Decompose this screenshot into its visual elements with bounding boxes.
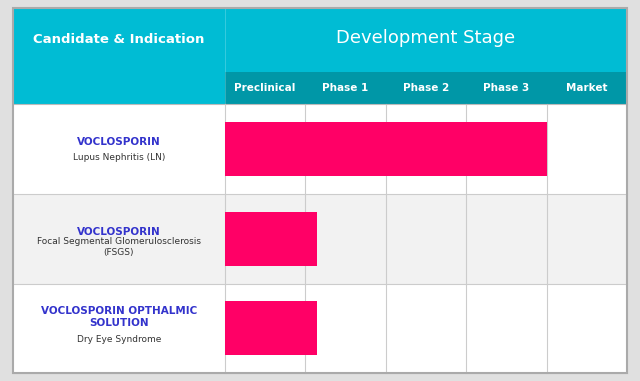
Bar <box>225 72 627 104</box>
Text: Market: Market <box>566 83 608 93</box>
Text: Lupus Nephritis (LN): Lupus Nephritis (LN) <box>72 153 165 162</box>
Bar <box>13 104 627 194</box>
Bar <box>13 194 627 283</box>
Text: Dry Eye Syndrome: Dry Eye Syndrome <box>77 335 161 344</box>
Text: VOCLOSPORIN: VOCLOSPORIN <box>77 227 161 237</box>
Text: Phase 2: Phase 2 <box>403 83 449 93</box>
Bar <box>225 301 317 355</box>
Text: Development Stage: Development Stage <box>337 29 516 47</box>
Bar <box>225 211 317 266</box>
Text: Candidate & Indication: Candidate & Indication <box>33 33 204 46</box>
Bar <box>13 283 627 373</box>
Text: VOCLOSPORIN OPTHALMIC
SOLUTION: VOCLOSPORIN OPTHALMIC SOLUTION <box>41 306 197 328</box>
Text: Focal Segmental Glomerulosclerosis
(FSGS): Focal Segmental Glomerulosclerosis (FSGS… <box>36 237 201 257</box>
Text: Phase 3: Phase 3 <box>483 83 529 93</box>
Text: VOCLOSPORIN: VOCLOSPORIN <box>77 137 161 147</box>
Bar <box>13 72 225 104</box>
Text: Phase 1: Phase 1 <box>323 83 369 93</box>
Bar <box>225 122 547 176</box>
Bar <box>13 8 627 72</box>
Text: Preclinical: Preclinical <box>234 83 296 93</box>
